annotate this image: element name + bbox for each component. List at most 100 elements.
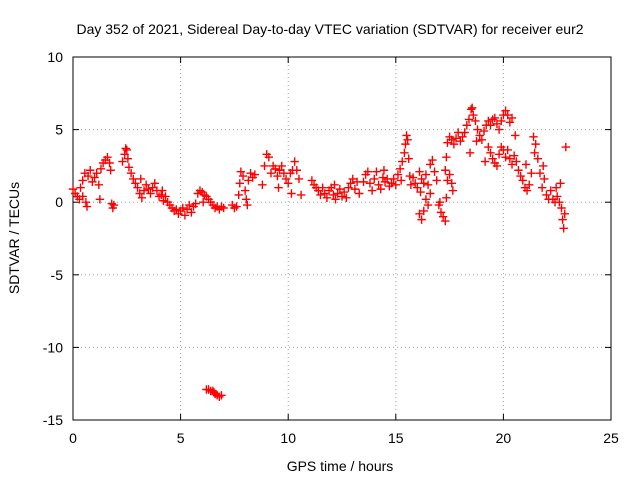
data-point	[430, 167, 439, 176]
data-point	[78, 176, 87, 185]
data-point	[376, 184, 385, 194]
axis-ticks	[72, 56, 612, 421]
data-point	[240, 186, 250, 195]
data-point	[284, 179, 293, 188]
data-point	[442, 193, 451, 203]
data-point	[274, 183, 283, 192]
data-point	[396, 176, 406, 185]
data-point	[560, 209, 569, 219]
data-point	[90, 173, 99, 182]
data-point	[551, 183, 561, 192]
data-point	[250, 170, 260, 179]
data-point	[355, 189, 364, 198]
data-point	[448, 186, 458, 195]
data-point	[401, 139, 410, 149]
x-tick-label: 15	[388, 430, 404, 446]
data-point	[447, 135, 456, 144]
data-point	[76, 183, 85, 192]
data-point	[135, 189, 144, 198]
data-point	[346, 179, 355, 188]
data-point	[486, 121, 495, 130]
x-tick-label: 20	[496, 430, 512, 446]
data-point	[331, 195, 340, 204]
data-point	[556, 179, 565, 188]
data-point	[266, 168, 276, 178]
data-point	[415, 167, 424, 176]
data-point	[144, 184, 153, 194]
data-point	[374, 180, 383, 189]
data-point	[333, 189, 342, 198]
data-point	[403, 135, 412, 144]
data-point	[92, 168, 101, 178]
data-point	[389, 174, 398, 184]
data-point	[120, 150, 129, 159]
data-point	[124, 163, 134, 172]
data-point	[88, 177, 97, 187]
data-point	[432, 176, 441, 185]
data-point	[421, 170, 431, 179]
data-point	[78, 192, 87, 201]
data-point	[511, 131, 520, 140]
data-point	[159, 196, 168, 205]
data-point	[146, 189, 155, 198]
data-point	[292, 166, 302, 175]
data-point	[494, 150, 504, 159]
data-point	[415, 209, 424, 219]
data-point	[367, 186, 377, 195]
data-point	[95, 195, 105, 204]
data-point	[126, 168, 136, 178]
data-point	[436, 208, 446, 217]
data-point	[185, 200, 194, 210]
data-point	[322, 193, 332, 203]
data-point	[558, 215, 567, 224]
data-point	[404, 154, 413, 163]
x-tick-label: 5	[177, 430, 185, 446]
data-point	[451, 134, 461, 143]
data-point	[406, 180, 416, 189]
data-point	[121, 144, 130, 153]
data-point	[129, 174, 138, 184]
y-tick-label: 0	[55, 194, 63, 210]
data-point	[512, 157, 521, 166]
data-point	[522, 186, 532, 195]
data-point	[123, 154, 133, 163]
data-point	[81, 198, 91, 207]
data-point	[161, 192, 170, 201]
data-point	[370, 174, 379, 184]
data-point	[296, 190, 306, 200]
x-tick-label: 0	[69, 430, 77, 446]
data-point	[342, 193, 351, 203]
data-point	[236, 167, 246, 176]
data-point	[316, 190, 325, 200]
data-point	[557, 203, 566, 213]
data-point	[423, 180, 433, 189]
data-point	[393, 170, 403, 179]
data-point	[442, 152, 451, 162]
tick-labels: 0 5 10 15 20 25 -15 -10 -5 0 5 10	[43, 49, 619, 446]
data-points	[68, 103, 571, 401]
data-point	[408, 173, 418, 182]
data-point	[86, 166, 95, 175]
data-point	[443, 138, 452, 147]
data-point	[400, 148, 409, 158]
data-point	[180, 211, 190, 220]
data-point	[492, 161, 502, 171]
data-point	[141, 180, 151, 189]
data-point	[271, 164, 280, 174]
data-point	[423, 200, 433, 210]
data-point	[378, 173, 388, 182]
data-point	[469, 110, 478, 120]
data-point	[148, 183, 157, 192]
data-point	[449, 139, 459, 149]
data-point	[531, 139, 540, 149]
data-point	[402, 131, 411, 140]
data-point	[187, 208, 196, 217]
data-point	[505, 154, 515, 163]
data-point	[494, 125, 504, 134]
data-point	[553, 192, 562, 201]
data-point	[264, 152, 274, 162]
data-point	[277, 161, 286, 171]
x-tick-label: 10	[280, 430, 296, 446]
data-point	[318, 183, 327, 192]
data-point	[530, 148, 539, 158]
